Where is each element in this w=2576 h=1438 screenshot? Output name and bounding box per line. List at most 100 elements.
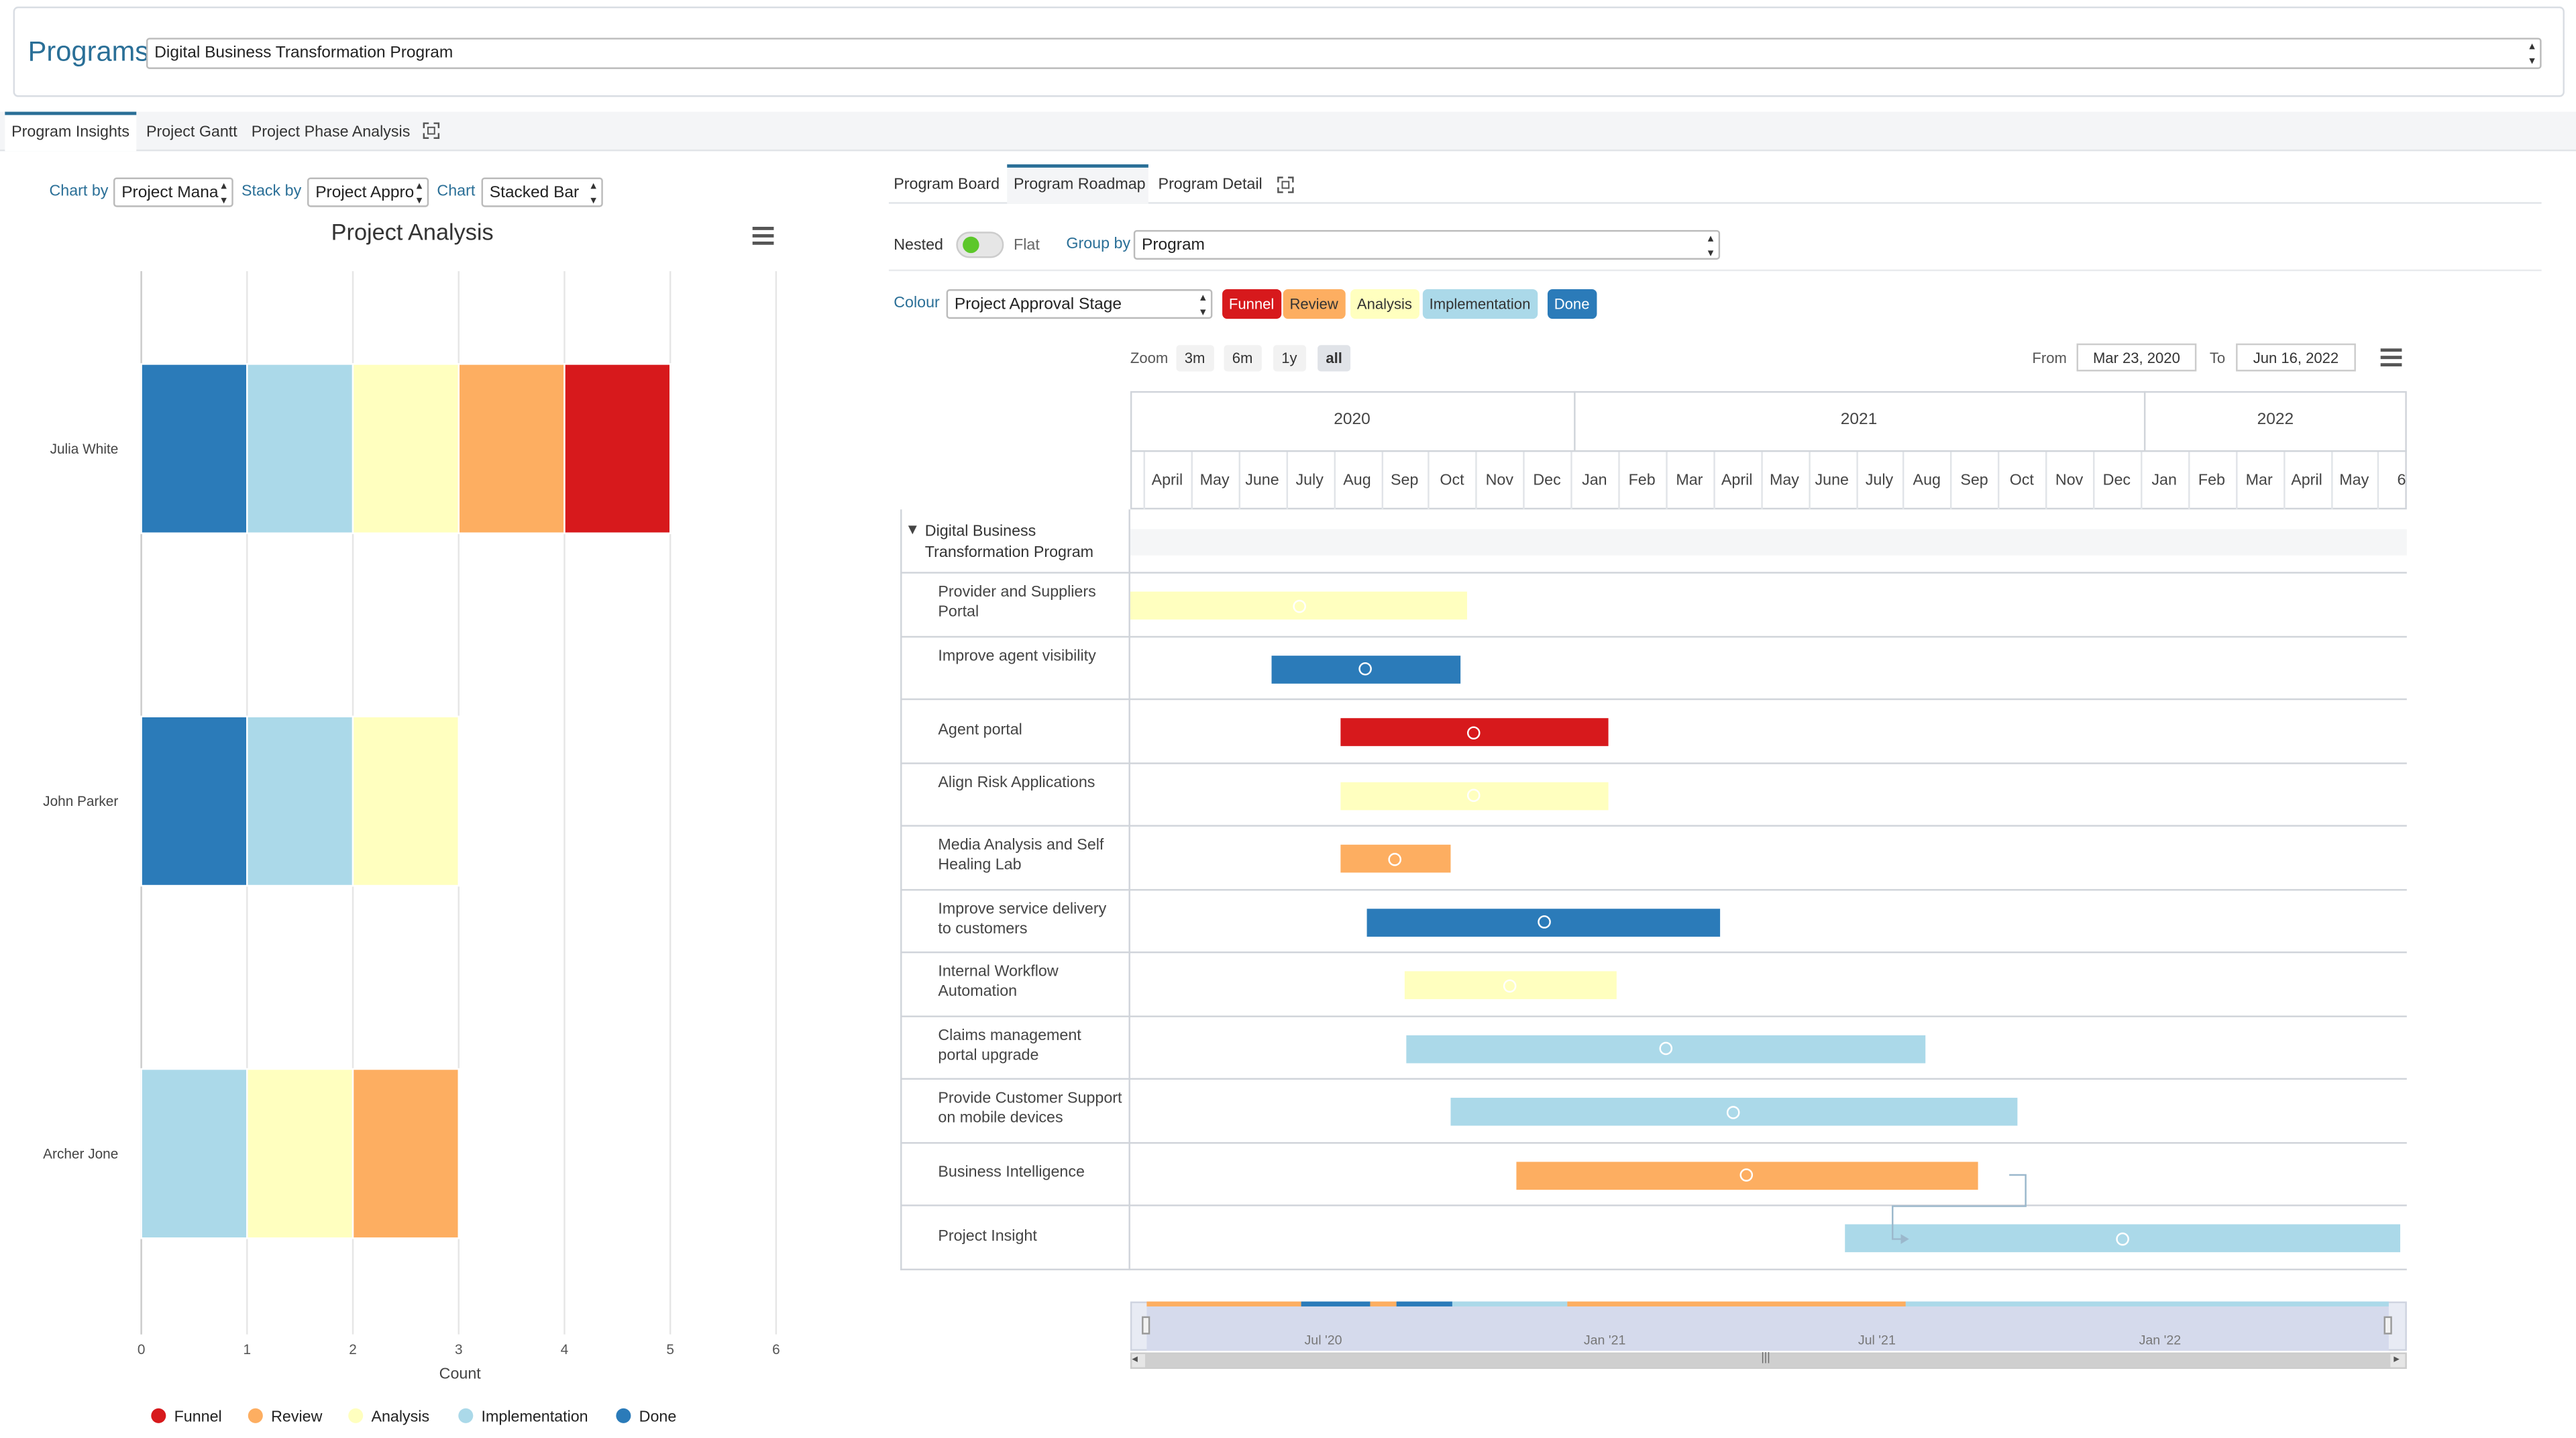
navigator-series-segment [1370, 1301, 1397, 1306]
gantt-bar[interactable] [1340, 781, 1609, 810]
bar-segment[interactable] [246, 363, 354, 534]
drag-handle-icon[interactable] [1503, 978, 1517, 992]
tab-project-gantt[interactable]: Project Gantt [146, 123, 237, 142]
task-label[interactable]: Media Analysis and Self Healing Lab [938, 837, 1104, 875]
month-divider [1285, 452, 1288, 510]
group-by-select[interactable]: Program ▴ ▾ [1133, 229, 1721, 260]
gantt-bar[interactable] [1340, 718, 1609, 746]
scroll-right-icon[interactable]: ▸ [2394, 1353, 2400, 1366]
nested-flat-toggle[interactable] [956, 232, 1004, 258]
legend-item[interactable]: Review [248, 1408, 322, 1427]
from-date-input[interactable]: Mar 23, 2020 [2076, 343, 2197, 372]
chart-by-select[interactable]: Project Mana ▴ ▾ [113, 177, 233, 207]
row-divider [900, 762, 2407, 764]
zoom-6m-button[interactable]: 6m [1224, 345, 1261, 372]
navigator-handle-right[interactable] [2383, 1316, 2392, 1335]
to-date-input[interactable]: Jun 16, 2022 [2236, 343, 2356, 372]
bar-segment[interactable] [246, 715, 354, 887]
month-label: July [1295, 471, 1324, 490]
bar-segment[interactable] [352, 1068, 460, 1239]
zoom-1y-button[interactable]: 1y [1273, 345, 1305, 372]
bar-segment[interactable] [140, 1068, 248, 1239]
drag-handle-icon[interactable] [1659, 1041, 1673, 1056]
stage-chip[interactable]: Done [1547, 289, 1597, 319]
bar-segment[interactable] [352, 363, 460, 534]
legend-item[interactable]: Implementation [458, 1408, 588, 1427]
program-select[interactable]: Digital Business Transformation Program … [146, 38, 2542, 69]
chart-menu-icon[interactable] [752, 226, 774, 245]
select-arrows-icon: ▴ ▾ [1707, 233, 1714, 260]
month-divider [2377, 452, 2380, 510]
bar-segment[interactable] [352, 715, 460, 887]
task-label[interactable]: Business Intelligence [938, 1164, 1085, 1182]
select-arrows-icon: ▴ ▾ [416, 181, 423, 207]
task-label[interactable]: Provider and Suppliers Portal [938, 584, 1096, 622]
task-label[interactable]: Project Insight [938, 1227, 1037, 1245]
task-label[interactable]: Claims management portal upgrade [938, 1027, 1081, 1065]
gantt-bar[interactable] [1516, 1161, 1978, 1189]
gantt-bar[interactable] [1271, 654, 1460, 683]
gantt-bar[interactable] [1403, 971, 1617, 999]
month-label: Sep [1391, 471, 1419, 490]
stage-chip[interactable]: Funnel [1222, 289, 1281, 319]
bar-segment[interactable] [246, 1068, 354, 1239]
navigator-handle-left[interactable] [1142, 1316, 1150, 1335]
task-label[interactable]: Improve service delivery to customers [938, 900, 1107, 938]
expand-icon[interactable] [1277, 176, 1295, 194]
stage-chip[interactable]: Review [1283, 289, 1345, 319]
row-divider [900, 1078, 2407, 1080]
drag-handle-icon[interactable] [1467, 725, 1481, 739]
colour-select[interactable]: Project Approval Stage ▴ ▾ [946, 289, 1213, 319]
gantt-bar[interactable] [1407, 1034, 1925, 1063]
drag-handle-icon[interactable] [1740, 1168, 1754, 1182]
y-category-label: John Parker [43, 794, 118, 809]
drag-handle-icon[interactable] [2116, 1231, 2130, 1245]
legend-label: Funnel [174, 1408, 222, 1427]
drag-handle-icon[interactable] [1292, 599, 1306, 613]
drag-handle-icon[interactable] [1727, 1105, 1741, 1119]
tab-program-roadmap[interactable]: Program Roadmap [1014, 176, 1146, 194]
bar-segment[interactable] [140, 715, 248, 887]
legend-item[interactable]: Done [616, 1408, 676, 1427]
program-row-label: Digital Business Transformation Program [924, 522, 1094, 562]
select-arrows-icon: ▴ ▾ [221, 181, 227, 207]
gantt-bar[interactable] [1845, 1224, 2401, 1253]
stage-chip[interactable]: Analysis [1350, 289, 1419, 319]
task-label[interactable]: Agent portal [938, 721, 1022, 739]
x-tick-label: 2 [349, 1342, 357, 1357]
drag-handle-icon[interactable] [1467, 788, 1481, 803]
task-label[interactable]: Provide Customer Support on mobile devic… [938, 1090, 1122, 1128]
zoom-3m-button[interactable]: 3m [1176, 345, 1214, 372]
collapse-triangle-icon[interactable]: ▼ [905, 521, 920, 537]
legend-item[interactable]: Analysis [348, 1408, 429, 1427]
scroll-left-icon[interactable]: ◂ [1132, 1353, 1138, 1366]
stack-by-select[interactable]: Project Appro ▴ ▾ [307, 177, 429, 207]
row-divider [900, 1204, 2407, 1206]
stage-chip[interactable]: Implementation [1422, 289, 1538, 319]
gantt-bar[interactable] [1450, 1097, 2017, 1126]
month-divider [1902, 452, 1905, 510]
gantt-bar[interactable] [1340, 844, 1451, 873]
tab-program-board[interactable]: Program Board [894, 176, 1000, 194]
drag-handle-icon[interactable] [1359, 662, 1373, 676]
bar-segment[interactable] [140, 363, 248, 534]
task-label[interactable]: Align Risk Applications [938, 773, 1095, 792]
drag-handle-icon[interactable] [1389, 852, 1402, 866]
gantt-bar[interactable] [1130, 591, 1468, 620]
navigator-selection[interactable] [1146, 1301, 2389, 1351]
drag-handle-icon[interactable] [1537, 915, 1550, 929]
chart-type-select[interactable]: Stacked Bar ▴ ▾ [481, 177, 603, 207]
legend-item[interactable]: Funnel [151, 1408, 222, 1427]
scrollbar-thumb[interactable] [1144, 1353, 2391, 1368]
task-label[interactable]: Internal Workflow Automation [938, 963, 1059, 1002]
task-label[interactable]: Improve agent visibility [938, 647, 1096, 666]
expand-icon[interactable] [422, 121, 440, 140]
tab-project-phase-analysis[interactable]: Project Phase Analysis [251, 123, 411, 142]
bar-segment[interactable] [564, 363, 672, 534]
zoom-all-button[interactable]: all [1318, 345, 1351, 372]
gantt-menu-icon[interactable] [2380, 348, 2402, 367]
bar-segment[interactable] [458, 363, 566, 534]
tab-program-detail[interactable]: Program Detail [1158, 176, 1263, 194]
tab-program-insights[interactable]: Program Insights [11, 123, 130, 142]
gantt-bar[interactable] [1366, 908, 1721, 936]
